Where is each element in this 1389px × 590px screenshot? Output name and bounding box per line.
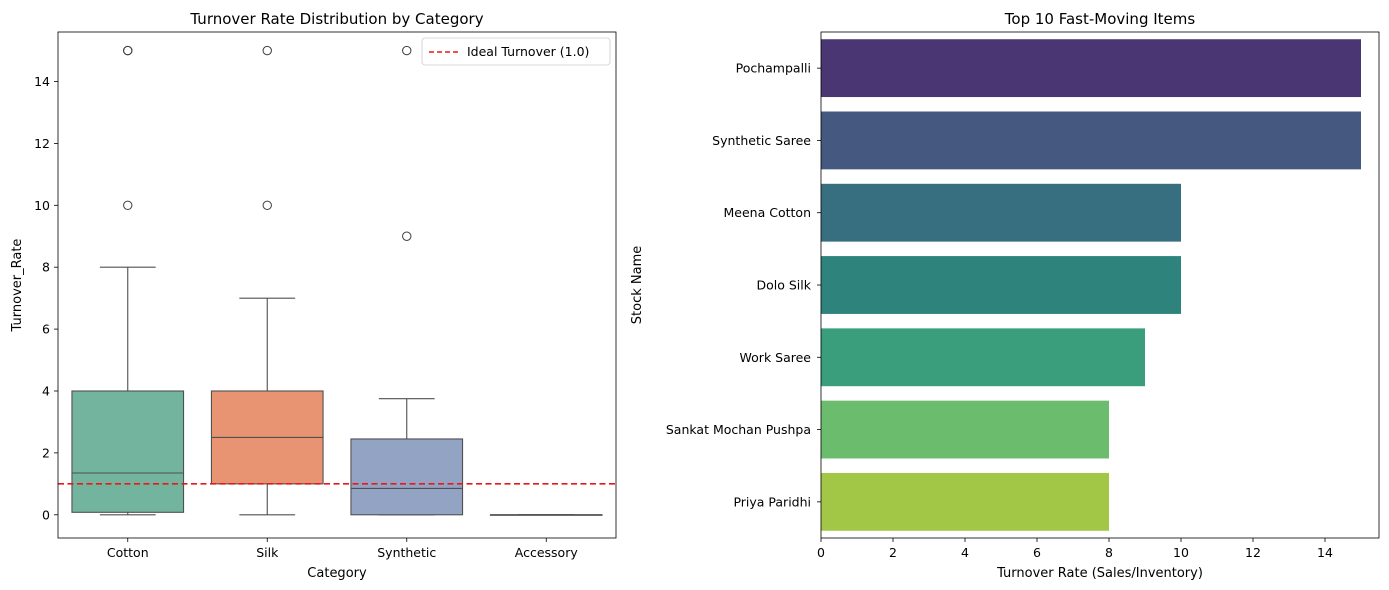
y-tick-label: 6 [42, 322, 50, 337]
x-tick-label: 2 [889, 545, 897, 560]
y-tick-label-work-saree: Work Saree [740, 350, 812, 365]
y-tick-label: 10 [34, 198, 50, 213]
boxplot-plot-area [58, 45, 616, 516]
x-tick-label: 0 [817, 545, 825, 560]
barchart-x-axis: 0 2 4 6 8 10 12 14 [817, 538, 1333, 560]
y-tick-label-priya-paridhi: Priya Paridhi [733, 494, 811, 509]
x-tick-label-cotton: Cotton [107, 545, 149, 560]
boxplot-frame [57, 31, 617, 539]
barchart-panel: Top 10 Fast-Moving Items Pochampalli Synt… [630, 10, 1380, 581]
outlier-point [123, 45, 133, 56]
barchart-y-axis-label: Stock Name [630, 246, 645, 324]
x-tick-label: 6 [1033, 545, 1041, 560]
bar-sankat-mochan-pushpa [821, 400, 1109, 459]
x-tick-label: 10 [1173, 545, 1189, 560]
bar-meena-cotton [821, 183, 1181, 242]
outlier-point [402, 231, 412, 241]
bar-dolo-silk [821, 256, 1181, 314]
boxplot-panel: Turnover Rate Distribution by Category 0… [10, 10, 617, 581]
box-cotton [71, 45, 185, 516]
outlier-point [402, 45, 412, 56]
boxplot-y-axis: 0 2 4 6 8 10 12 14 [34, 74, 58, 522]
box-silk [210, 45, 324, 516]
barchart-x-axis-label: Turnover Rate (Sales/Inventory) [996, 566, 1203, 581]
outlier-point [262, 45, 272, 56]
bar-work-saree [821, 328, 1145, 387]
y-tick-label: 14 [34, 74, 50, 89]
boxplot-x-axis: Cotton Silk Synthetic Accessory [107, 538, 578, 560]
y-tick-label: 12 [34, 136, 50, 151]
y-tick-label: 4 [42, 383, 50, 398]
iqr-box [71, 390, 185, 513]
boxplot-legend: Ideal Turnover (1.0) [421, 37, 611, 66]
y-tick-label-meena-cotton: Meena Cotton [724, 205, 811, 220]
bar-pochampalli [821, 39, 1361, 98]
outlier-point [123, 200, 133, 211]
x-tick-label: 4 [961, 545, 969, 560]
box-accessory [489, 514, 603, 516]
x-tick-label: 8 [1105, 545, 1113, 560]
x-tick-label: 14 [1317, 545, 1333, 560]
y-tick-label-synthetic-saree: Synthetic Saree [712, 133, 811, 148]
x-tick-label-accessory: Accessory [515, 545, 579, 560]
boxplot-y-axis-label: Turnover_Rate [10, 239, 25, 333]
legend-label-ideal-turnover: Ideal Turnover (1.0) [467, 44, 589, 59]
y-tick-label: 8 [42, 260, 50, 275]
y-tick-label-pochampalli: Pochampalli [736, 61, 811, 76]
bar-synthetic-saree [821, 111, 1361, 170]
box-synthetic [350, 45, 464, 516]
boxplot-x-axis-label: Category [307, 566, 367, 581]
outlier-point [262, 200, 272, 211]
x-tick-label: 12 [1245, 545, 1261, 560]
y-tick-label: 0 [42, 507, 50, 522]
boxplot-title: Turnover Rate Distribution by Category [189, 10, 483, 28]
x-tick-label-silk: Silk [256, 545, 279, 560]
y-tick-label-dolo-silk: Dolo Silk [757, 278, 812, 293]
iqr-box [350, 438, 464, 516]
bar-priya-paridhi [821, 472, 1109, 531]
x-tick-label-synthetic: Synthetic [377, 545, 436, 560]
barchart-plot-area [821, 39, 1361, 531]
y-tick-label-sankat-mochan-pushpa: Sankat Mochan Pushpa [666, 422, 811, 437]
barchart-y-axis: Pochampalli Synthetic Saree Meena Cotton Do… [666, 61, 821, 509]
legend-frame [421, 37, 611, 66]
barchart-title: Top 10 Fast-Moving Items [1004, 10, 1196, 28]
y-tick-label: 2 [42, 445, 50, 460]
